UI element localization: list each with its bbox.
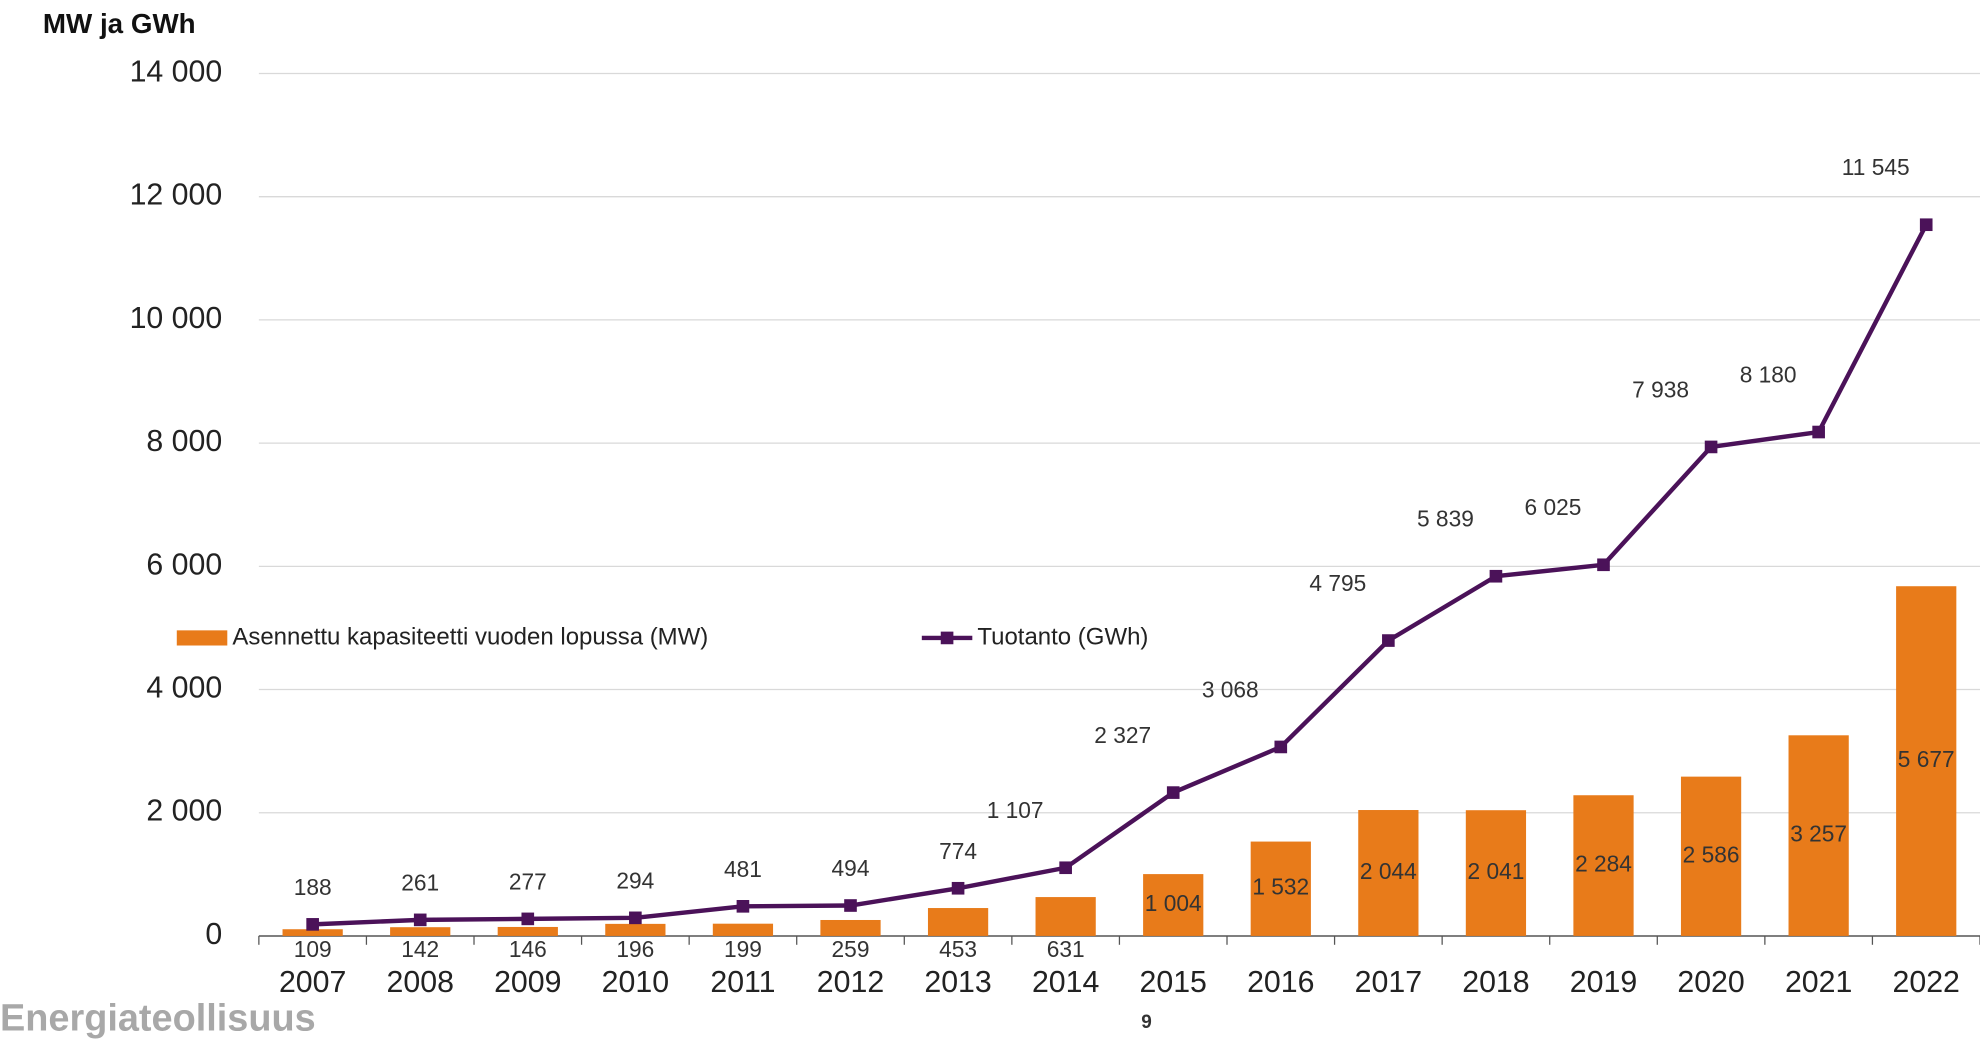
line-marker bbox=[1059, 861, 1072, 875]
bar bbox=[605, 923, 666, 936]
line-label: 6 025 bbox=[1525, 494, 1582, 520]
x-tick-label: 2018 bbox=[1462, 966, 1529, 999]
bar bbox=[1035, 897, 1096, 936]
bar bbox=[1465, 810, 1527, 936]
y-tick-label: 2 000 bbox=[146, 795, 222, 828]
line-marker bbox=[1597, 558, 1610, 572]
line-label: 3 068 bbox=[1202, 676, 1259, 702]
bar-label: 1 532 bbox=[1252, 874, 1309, 900]
y-axis-label: MW ja GWh bbox=[43, 8, 196, 39]
bar-label: 199 bbox=[724, 936, 762, 962]
line-marker bbox=[1919, 218, 1933, 232]
bar bbox=[390, 927, 451, 936]
line-label: 11 545 bbox=[1842, 154, 1910, 180]
bar bbox=[820, 919, 881, 936]
legend-label: Tuotanto (GWh) bbox=[977, 623, 1148, 650]
y-tick-label: 14 000 bbox=[130, 55, 223, 88]
y-tick-label: 8 000 bbox=[146, 425, 222, 458]
bar bbox=[497, 926, 558, 936]
y-tick-label: 10 000 bbox=[130, 302, 223, 335]
line bbox=[312, 223, 1929, 927]
line-marker bbox=[413, 913, 427, 927]
line-marker bbox=[1704, 440, 1718, 454]
line-label: 7 938 bbox=[1632, 376, 1689, 402]
line-marker bbox=[521, 912, 535, 926]
y-tick-label: 6 000 bbox=[146, 548, 222, 581]
bar-label: 631 bbox=[1047, 936, 1085, 962]
x-tick-label: 2012 bbox=[817, 966, 884, 999]
x-tick-label: 2017 bbox=[1355, 966, 1422, 999]
page-number: 9 bbox=[1141, 1012, 1152, 1033]
bar bbox=[1143, 874, 1204, 936]
x-tick-label: 2011 bbox=[710, 966, 775, 999]
line-label: 294 bbox=[616, 867, 654, 893]
x-tick-label: 2010 bbox=[602, 966, 669, 999]
bar bbox=[1573, 795, 1634, 936]
line-marker bbox=[306, 918, 319, 931]
bar-label: 2 044 bbox=[1360, 858, 1417, 884]
bar-label: 142 bbox=[401, 936, 439, 962]
line-label: 8 180 bbox=[1740, 361, 1797, 387]
bar-label: 1 004 bbox=[1145, 890, 1202, 916]
bar bbox=[1250, 841, 1311, 936]
bar-label: 2 284 bbox=[1575, 851, 1632, 877]
legend-label: Asennettu kapasiteetti vuoden lopussa (M… bbox=[232, 623, 708, 650]
x-tick-label: 2008 bbox=[387, 966, 454, 999]
bar bbox=[1680, 776, 1742, 936]
bar bbox=[927, 908, 989, 936]
bar bbox=[1788, 735, 1849, 936]
line-marker bbox=[951, 881, 965, 895]
bar-label: 259 bbox=[832, 936, 870, 962]
line-marker bbox=[629, 911, 642, 925]
line-label: 774 bbox=[939, 838, 977, 864]
bar-label: 2 041 bbox=[1468, 858, 1525, 884]
bar-label: 3 257 bbox=[1790, 821, 1847, 847]
line-label: 2 327 bbox=[1094, 722, 1151, 748]
bar bbox=[282, 929, 343, 936]
bar-label: 5 677 bbox=[1898, 746, 1955, 772]
bar-label: 196 bbox=[616, 936, 654, 962]
y-tick-label: 12 000 bbox=[130, 179, 223, 212]
line-marker bbox=[1166, 786, 1180, 799]
line-label: 494 bbox=[832, 855, 870, 881]
y-tick-label: 0 bbox=[205, 918, 222, 951]
y-tick-label: 4 000 bbox=[146, 672, 222, 705]
x-tick-label: 2016 bbox=[1247, 966, 1314, 999]
bar-label: 2 586 bbox=[1683, 841, 1740, 867]
line-marker bbox=[736, 900, 750, 913]
x-tick-label: 2014 bbox=[1032, 966, 1099, 999]
bar bbox=[1896, 586, 1957, 936]
bar bbox=[1358, 810, 1419, 936]
line-label: 188 bbox=[294, 874, 332, 900]
legend-swatch bbox=[176, 630, 228, 646]
line-marker bbox=[1382, 634, 1395, 647]
x-tick-label: 2019 bbox=[1570, 966, 1637, 999]
bar-label: 109 bbox=[294, 936, 332, 962]
x-tick-label: 2009 bbox=[494, 966, 561, 999]
x-tick-label: 2022 bbox=[1893, 966, 1960, 999]
line-marker bbox=[1812, 425, 1825, 439]
line-label: 261 bbox=[401, 870, 439, 896]
line-label: 5 839 bbox=[1417, 506, 1474, 532]
bar bbox=[712, 923, 774, 936]
line-label: 481 bbox=[724, 856, 762, 882]
x-tick-label: 2021 bbox=[1785, 966, 1852, 999]
x-tick-label: 2015 bbox=[1140, 966, 1207, 999]
bar-label: 146 bbox=[509, 936, 547, 962]
line-label: 4 795 bbox=[1309, 570, 1366, 596]
brand: Energiateollisuus bbox=[0, 998, 316, 1040]
line-marker bbox=[1274, 740, 1288, 754]
legend-marker bbox=[940, 631, 954, 645]
line-marker bbox=[844, 899, 857, 912]
line-label: 277 bbox=[509, 869, 547, 895]
x-tick-label: 2020 bbox=[1677, 966, 1744, 999]
line-marker bbox=[1489, 569, 1503, 583]
line-label: 1 107 bbox=[987, 797, 1044, 823]
x-tick-label: 2007 bbox=[279, 966, 346, 999]
bar-label: 453 bbox=[939, 936, 977, 962]
x-tick-label: 2013 bbox=[924, 966, 991, 999]
